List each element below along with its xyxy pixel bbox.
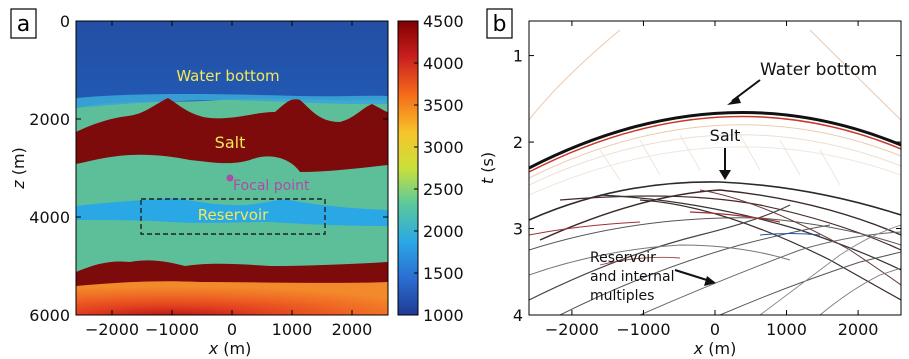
basement [76, 281, 388, 315]
reservoir-label-b-3: multiples [590, 288, 654, 304]
salt-event [529, 181, 901, 221]
seismic-gather [529, 21, 901, 315]
panel-a-xtick-label: 2000 [332, 320, 373, 339]
colorbar-tick-label: 2000 [423, 222, 464, 241]
salt-label-b: Salt [710, 126, 741, 145]
colorbar-tick-label: 1000 [423, 306, 464, 325]
salt-arrowhead [719, 170, 731, 180]
reservoir-label-b-2: and internal [590, 269, 675, 285]
reservoir-box [140, 198, 326, 235]
panel-a-xtick-label: 1000 [272, 320, 313, 339]
focal-point-label: Focal point [233, 178, 310, 194]
focal-point-marker [226, 174, 234, 182]
panel-a-ylabel: z (m) [9, 147, 28, 190]
panel-a-xtick-label: −2000 [85, 320, 139, 339]
panel-b-xtick-label: −1000 [616, 320, 670, 339]
panel-a-ytick-label: 6000 [29, 306, 70, 325]
panel-a-ytick-label: 2000 [29, 110, 70, 129]
colorbar-ticks: 4500 4000 3500 3000 2500 2000 1500 1000 [414, 12, 464, 325]
panel-a-axes: −2000 −1000 0 1000 2000 0 2000 4000 6000 [29, 12, 388, 339]
panel-a-label-box: a [10, 8, 37, 39]
reservoir-label: Reservoir [198, 206, 269, 224]
panel-b-label: b [493, 12, 507, 37]
panel-b-ytick-label: 3 [513, 220, 523, 239]
water-bottom-label-b: Water bottom [760, 60, 877, 80]
colorbar [397, 20, 419, 316]
panel-a-xtick-label: 0 [227, 320, 237, 339]
panel-b: b [478, 8, 902, 358]
panel-a-xtick-label: −1000 [145, 320, 199, 339]
panel-b-xtick-label: −2000 [545, 320, 599, 339]
colorbar-tick-label: 3000 [423, 138, 464, 157]
panel-a-ytick-label: 0 [60, 12, 70, 31]
reservoir-label-b-1: Reservoir [590, 250, 656, 266]
velocity-model [76, 21, 388, 315]
colorbar-tick-label: 4000 [423, 54, 464, 73]
panel-b-ytick-label: 2 [513, 133, 523, 152]
salt-label: Salt [215, 133, 246, 152]
colorbar-tick-label: 3500 [423, 96, 464, 115]
panel-b-ylabel: t (s) [478, 152, 497, 184]
water-bottom-label: Water bottom [176, 67, 279, 85]
panel-a: a Water bottom Salt Focal point Reservoi… [9, 8, 464, 358]
reservoir-layer [76, 198, 388, 226]
panel-a-label: a [17, 12, 30, 37]
panel-b-xtick-label: 1000 [766, 320, 807, 339]
reservoir-arrowhead [704, 276, 716, 286]
colorbar-tick-label: 4500 [423, 12, 464, 31]
panel-b-ytick-label: 4 [513, 306, 523, 325]
panel-b-xlabel: x (m) [693, 339, 737, 358]
panel-b-xtick-label: 0 [710, 320, 720, 339]
salt-body [76, 98, 388, 172]
panel-a-xlabel: x (m) [208, 339, 252, 358]
water-bottom-event [529, 111, 901, 170]
panel-b-ytick-label: 1 [513, 47, 523, 66]
panel-a-ytick-label: 4000 [29, 208, 70, 227]
panel-b-label-box: b [486, 8, 513, 39]
colorbar-tick-label: 2500 [423, 180, 464, 199]
water-bottom-arrowhead [727, 96, 741, 105]
panel-b-axes: −2000 −1000 0 1000 2000 1 2 3 4 [513, 21, 901, 339]
panel-b-xtick-label: 2000 [838, 320, 879, 339]
reservoir-arrow [674, 269, 711, 282]
colorbar-tick-label: 1500 [423, 264, 464, 283]
